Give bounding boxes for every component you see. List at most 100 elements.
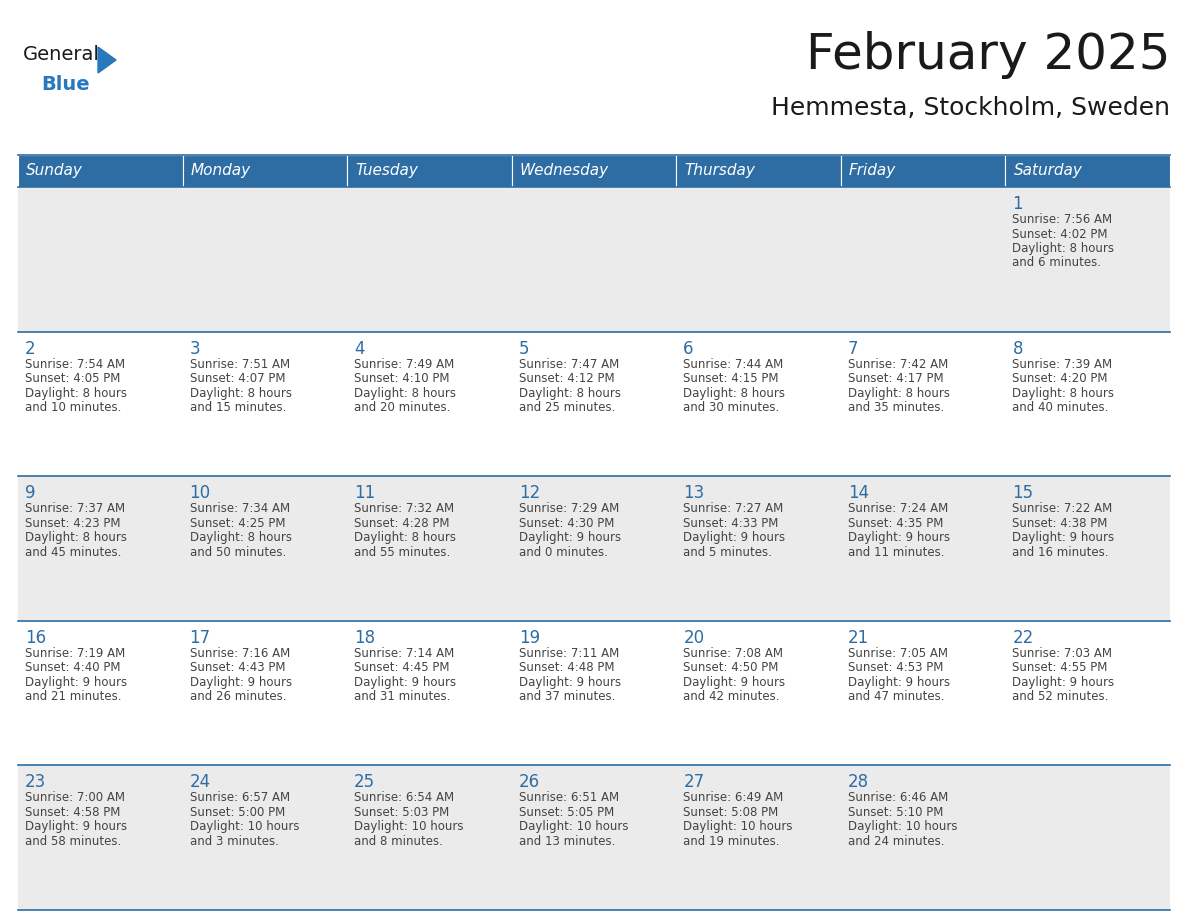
Text: 22: 22 <box>1012 629 1034 647</box>
Text: Sunset: 4:58 PM: Sunset: 4:58 PM <box>25 806 120 819</box>
Text: and 8 minutes.: and 8 minutes. <box>354 834 443 848</box>
Text: Daylight: 9 hours: Daylight: 9 hours <box>848 676 950 688</box>
Text: 13: 13 <box>683 484 704 502</box>
Text: Daylight: 9 hours: Daylight: 9 hours <box>354 676 456 688</box>
Text: and 11 minutes.: and 11 minutes. <box>848 545 944 559</box>
Text: Sunset: 4:48 PM: Sunset: 4:48 PM <box>519 661 614 675</box>
Text: and 55 minutes.: and 55 minutes. <box>354 545 450 559</box>
Text: and 25 minutes.: and 25 minutes. <box>519 401 615 414</box>
Text: Wednesday: Wednesday <box>519 163 608 178</box>
Text: Daylight: 9 hours: Daylight: 9 hours <box>519 532 621 544</box>
Text: and 52 minutes.: and 52 minutes. <box>1012 690 1108 703</box>
Bar <box>18 155 183 187</box>
Text: Sunset: 5:10 PM: Sunset: 5:10 PM <box>848 806 943 819</box>
Text: Blue: Blue <box>42 75 89 94</box>
Text: 17: 17 <box>190 629 210 647</box>
Text: Daylight: 8 hours: Daylight: 8 hours <box>25 532 127 544</box>
Bar <box>347 155 512 187</box>
Text: Daylight: 8 hours: Daylight: 8 hours <box>848 386 950 399</box>
Bar <box>183 155 347 187</box>
Text: and 3 minutes.: and 3 minutes. <box>190 834 278 848</box>
Text: Sunset: 4:53 PM: Sunset: 4:53 PM <box>848 661 943 675</box>
Text: and 35 minutes.: and 35 minutes. <box>848 401 944 414</box>
Text: Sunrise: 6:54 AM: Sunrise: 6:54 AM <box>354 791 454 804</box>
Text: Sunset: 4:07 PM: Sunset: 4:07 PM <box>190 372 285 385</box>
Text: Sunrise: 7:39 AM: Sunrise: 7:39 AM <box>1012 358 1112 371</box>
Text: Daylight: 10 hours: Daylight: 10 hours <box>848 821 958 834</box>
Text: and 13 minutes.: and 13 minutes. <box>519 834 615 848</box>
Text: 1: 1 <box>1012 195 1023 213</box>
Text: 16: 16 <box>25 629 46 647</box>
Bar <box>18 187 1170 331</box>
Text: 21: 21 <box>848 629 870 647</box>
Text: Sunset: 5:00 PM: Sunset: 5:00 PM <box>190 806 285 819</box>
Text: Sunrise: 7:29 AM: Sunrise: 7:29 AM <box>519 502 619 515</box>
Text: 4: 4 <box>354 340 365 358</box>
Text: Sunrise: 7:37 AM: Sunrise: 7:37 AM <box>25 502 125 515</box>
Text: 7: 7 <box>848 340 859 358</box>
Text: Sunrise: 7:22 AM: Sunrise: 7:22 AM <box>1012 502 1113 515</box>
Text: Sunset: 5:05 PM: Sunset: 5:05 PM <box>519 806 614 819</box>
Text: Daylight: 8 hours: Daylight: 8 hours <box>519 386 620 399</box>
Text: Daylight: 10 hours: Daylight: 10 hours <box>354 821 463 834</box>
Text: 9: 9 <box>25 484 36 502</box>
Text: and 16 minutes.: and 16 minutes. <box>1012 545 1108 559</box>
Text: Sunrise: 7:51 AM: Sunrise: 7:51 AM <box>190 358 290 371</box>
Text: Sunset: 4:20 PM: Sunset: 4:20 PM <box>1012 372 1108 385</box>
Text: and 30 minutes.: and 30 minutes. <box>683 401 779 414</box>
Text: Daylight: 9 hours: Daylight: 9 hours <box>1012 532 1114 544</box>
Text: Sunrise: 7:24 AM: Sunrise: 7:24 AM <box>848 502 948 515</box>
Text: Sunday: Sunday <box>26 163 83 178</box>
Text: Sunrise: 7:49 AM: Sunrise: 7:49 AM <box>354 358 454 371</box>
Text: Sunset: 4:43 PM: Sunset: 4:43 PM <box>190 661 285 675</box>
Bar <box>512 155 676 187</box>
Text: 26: 26 <box>519 773 539 791</box>
Text: Sunrise: 6:51 AM: Sunrise: 6:51 AM <box>519 791 619 804</box>
Text: Daylight: 9 hours: Daylight: 9 hours <box>190 676 292 688</box>
Bar <box>18 621 1170 766</box>
Text: Daylight: 8 hours: Daylight: 8 hours <box>354 386 456 399</box>
Text: General: General <box>23 45 100 64</box>
Text: 28: 28 <box>848 773 868 791</box>
Text: Daylight: 9 hours: Daylight: 9 hours <box>25 821 127 834</box>
Text: and 58 minutes.: and 58 minutes. <box>25 834 121 848</box>
Text: and 10 minutes.: and 10 minutes. <box>25 401 121 414</box>
Text: and 45 minutes.: and 45 minutes. <box>25 545 121 559</box>
Text: 20: 20 <box>683 629 704 647</box>
Text: 2: 2 <box>25 340 36 358</box>
Text: and 15 minutes.: and 15 minutes. <box>190 401 286 414</box>
Text: 18: 18 <box>354 629 375 647</box>
Text: Sunrise: 7:19 AM: Sunrise: 7:19 AM <box>25 647 125 660</box>
Text: Monday: Monday <box>190 163 251 178</box>
Text: and 42 minutes.: and 42 minutes. <box>683 690 779 703</box>
Text: and 19 minutes.: and 19 minutes. <box>683 834 779 848</box>
Bar <box>18 476 1170 621</box>
Text: Sunrise: 7:27 AM: Sunrise: 7:27 AM <box>683 502 784 515</box>
Text: Thursday: Thursday <box>684 163 756 178</box>
Text: Sunset: 4:25 PM: Sunset: 4:25 PM <box>190 517 285 530</box>
Text: Sunset: 4:38 PM: Sunset: 4:38 PM <box>1012 517 1107 530</box>
Text: 27: 27 <box>683 773 704 791</box>
Text: Sunrise: 7:44 AM: Sunrise: 7:44 AM <box>683 358 784 371</box>
Text: Sunset: 4:30 PM: Sunset: 4:30 PM <box>519 517 614 530</box>
Text: and 31 minutes.: and 31 minutes. <box>354 690 450 703</box>
Text: Sunset: 4:05 PM: Sunset: 4:05 PM <box>25 372 120 385</box>
Text: Sunset: 4:15 PM: Sunset: 4:15 PM <box>683 372 779 385</box>
Bar <box>676 155 841 187</box>
Text: Hemmesta, Stockholm, Sweden: Hemmesta, Stockholm, Sweden <box>771 96 1170 120</box>
Text: Daylight: 9 hours: Daylight: 9 hours <box>519 676 621 688</box>
Text: Sunrise: 7:00 AM: Sunrise: 7:00 AM <box>25 791 125 804</box>
Text: Daylight: 8 hours: Daylight: 8 hours <box>25 386 127 399</box>
Text: 3: 3 <box>190 340 201 358</box>
Text: Sunset: 4:02 PM: Sunset: 4:02 PM <box>1012 228 1108 241</box>
Text: Sunset: 4:45 PM: Sunset: 4:45 PM <box>354 661 449 675</box>
Text: Daylight: 8 hours: Daylight: 8 hours <box>354 532 456 544</box>
Text: 25: 25 <box>354 773 375 791</box>
Text: 14: 14 <box>848 484 868 502</box>
Text: Sunrise: 7:54 AM: Sunrise: 7:54 AM <box>25 358 125 371</box>
Text: Sunrise: 6:57 AM: Sunrise: 6:57 AM <box>190 791 290 804</box>
Text: Sunrise: 6:49 AM: Sunrise: 6:49 AM <box>683 791 784 804</box>
Text: Tuesday: Tuesday <box>355 163 418 178</box>
Text: Sunset: 4:12 PM: Sunset: 4:12 PM <box>519 372 614 385</box>
Text: Sunrise: 7:11 AM: Sunrise: 7:11 AM <box>519 647 619 660</box>
